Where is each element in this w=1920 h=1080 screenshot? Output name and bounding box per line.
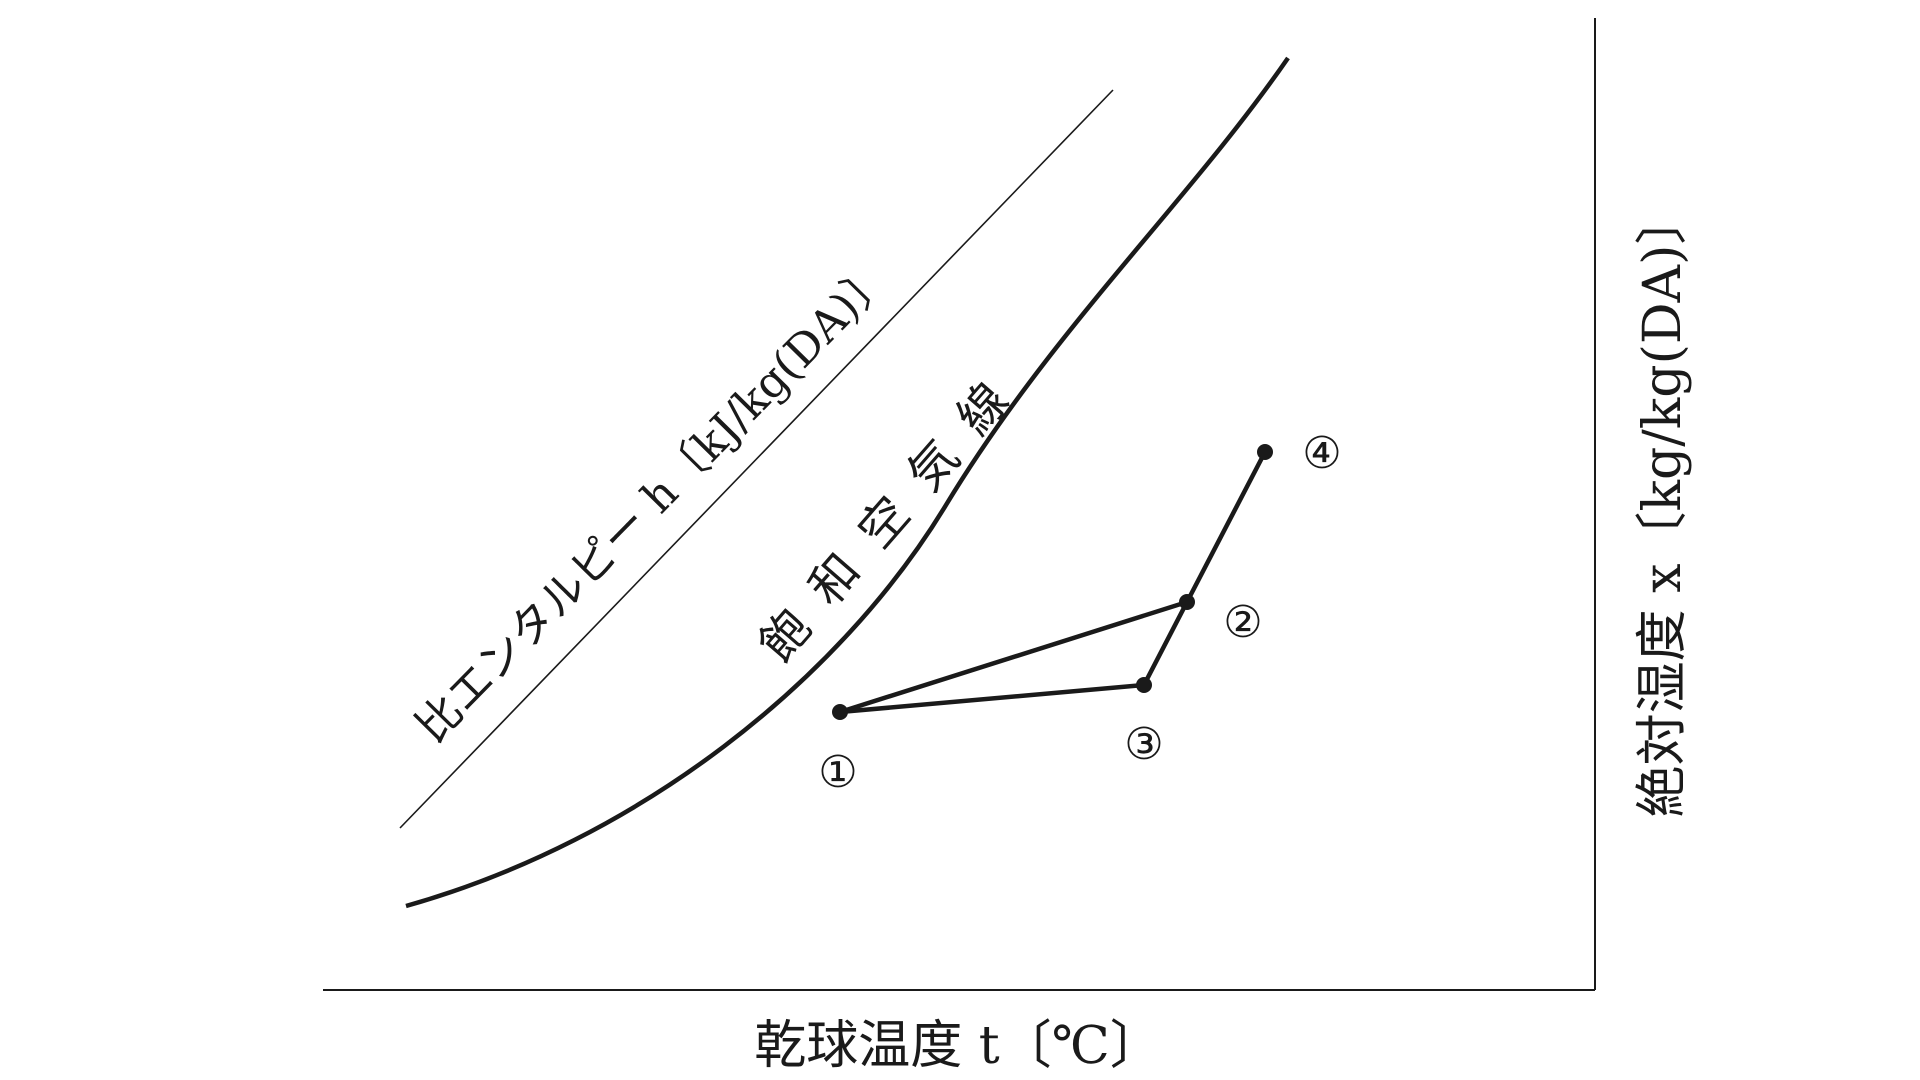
point-3-label: ③ [1124,719,1163,770]
point-2-marker [1179,594,1195,610]
point-3-marker [1136,677,1152,693]
enthalpy-label: 比エンタルピー h〔kJ/kg(DA)〕 [406,251,901,753]
point-4-label: ④ [1302,428,1341,479]
saturation-curve-label: 飽 和 空 気 線 [749,368,1024,673]
point-1-label: ① [818,747,857,798]
process-lines [839,450,1267,715]
line-3-2 [1142,600,1189,687]
point-1-marker [832,704,848,720]
x-axis-label: 乾球温度 t〔℃〕 [754,1016,1162,1076]
point-2-label: ② [1223,597,1262,648]
y-axis-label: 絶対湿度 x〔kg/kg(DA)〕 [1633,193,1693,818]
point-4-marker [1257,444,1273,460]
line-2-4 [1185,450,1267,604]
line-1-2 [839,599,1188,715]
enthalpy-line [399,89,1114,829]
line-1-3 [839,682,1145,715]
state-points [832,444,1273,720]
saturation-curve [405,56,1290,909]
